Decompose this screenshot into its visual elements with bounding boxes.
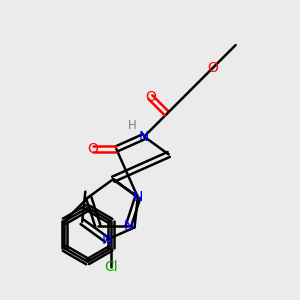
Text: O: O	[145, 90, 156, 104]
Text: N: N	[139, 130, 149, 144]
Text: N: N	[102, 233, 112, 247]
Text: Cl: Cl	[104, 260, 118, 274]
Text: N: N	[123, 219, 134, 233]
Text: O: O	[207, 61, 218, 75]
Text: O: O	[88, 142, 98, 156]
Text: H: H	[128, 119, 137, 132]
Text: N: N	[133, 190, 143, 204]
